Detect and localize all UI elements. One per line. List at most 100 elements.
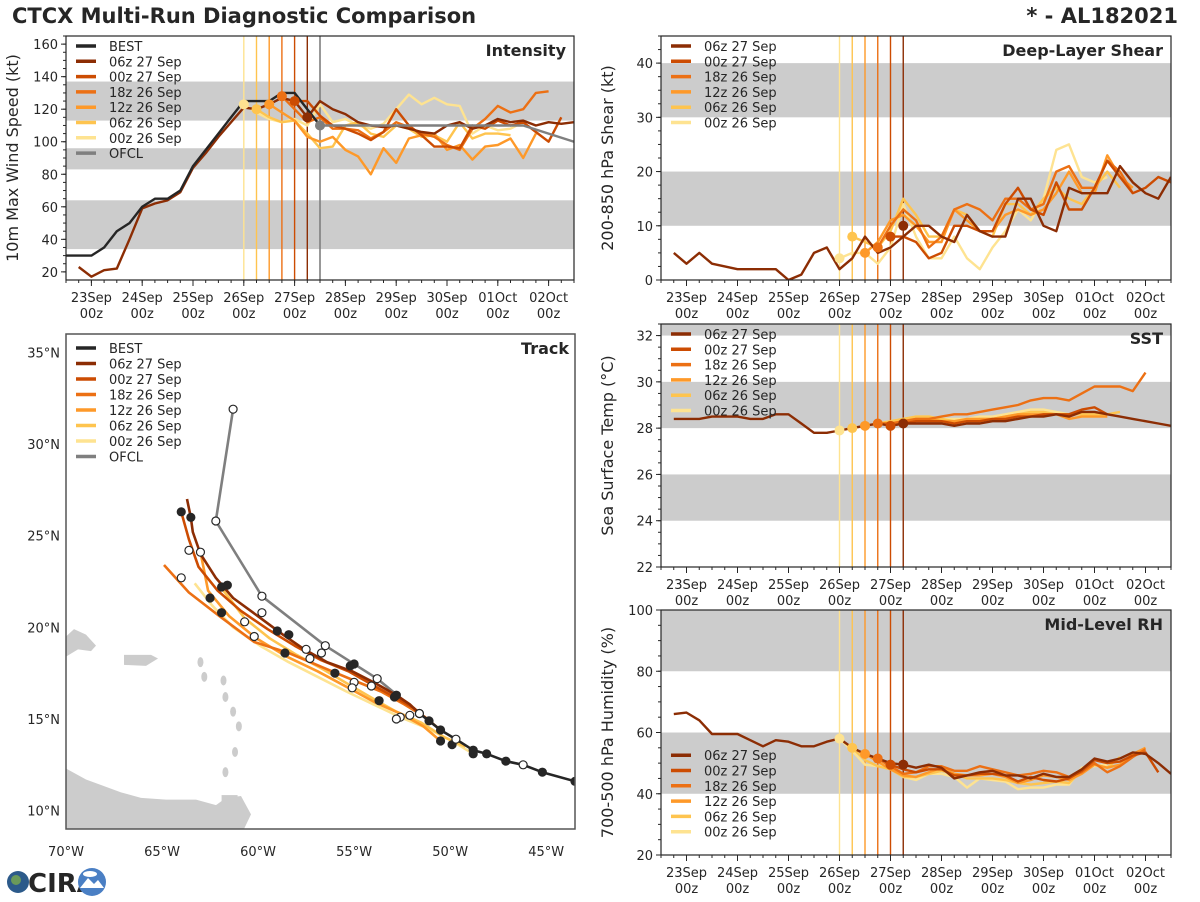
x-tick-label-date: 25Sep: [768, 291, 809, 306]
track-point-00z-27-sep: [272, 626, 282, 636]
track-point-06z-27-sep: [391, 690, 401, 700]
y-tick-label: 60: [41, 201, 58, 216]
x-tick-label-date: 01Oct: [1075, 291, 1114, 306]
x-tick-label-hour: 00z: [726, 594, 750, 609]
track-point-06z-27-sep: [186, 512, 196, 522]
legend-label: 06z 26 Sep: [109, 420, 182, 435]
track-point-12z-26-sep: [391, 714, 401, 724]
init-marker-06z-27-sep: [898, 220, 909, 231]
track-point-18z-26-sep: [176, 573, 186, 583]
lat-tick-label: 35°N: [27, 346, 60, 361]
lat-tick-label: 10°N: [27, 805, 60, 820]
lat-tick-label: 20°N: [27, 621, 60, 636]
threshold-band: [661, 63, 1171, 118]
legend-label: 06z 27 Sep: [109, 358, 182, 373]
legend-label: 18z 26 Sep: [704, 359, 777, 374]
init-marker-06z-26-sep: [251, 104, 262, 115]
series-line-18z-26-sep: [876, 159, 1134, 249]
series-line-00z-27-sep: [890, 751, 1160, 783]
x-tick-label-date: 26Sep: [819, 291, 860, 306]
series-line-18z-26-sep: [877, 371, 1147, 425]
rh-chart: 2040608010023Sep00z24Sep00z25Sep00z26Sep…: [598, 604, 1172, 897]
map-layer: [66, 404, 575, 829]
legend-label: 00z 27 Sep: [704, 765, 777, 780]
lon-tick-label: 60°W: [240, 845, 276, 860]
lon-tick-label: 70°W: [48, 845, 84, 860]
x-tick-label-date: 24Sep: [122, 291, 163, 306]
trinidad-land: [221, 795, 238, 808]
x-tick-label-date: 26Sep: [819, 866, 860, 881]
sst-chart: 22242628303223Sep00z24Sep00z25Sep00z26Se…: [598, 323, 1172, 609]
island-land: [201, 671, 208, 682]
legend-label: 00z 27 Sep: [109, 373, 182, 388]
island-land: [222, 767, 229, 778]
track-point-best: [414, 708, 425, 719]
x-tick-label-hour: 00z: [981, 882, 1005, 897]
x-tick-label-date: 01Oct: [1075, 578, 1114, 593]
island-land: [197, 657, 204, 668]
init-marker-06z-27-sep: [898, 759, 909, 770]
init-marker-18z-26-sep: [872, 242, 883, 253]
track-point-06z-27-sep: [284, 630, 294, 640]
track-point-12z-26-sep: [305, 653, 315, 664]
track-point-06z-27-sep: [345, 661, 355, 671]
x-tick-label-date: 30Sep: [1023, 578, 1064, 593]
init-marker-12z-26-sep: [860, 247, 870, 258]
legend-label: 00z 27 Sep: [704, 55, 777, 70]
x-tick-label-hour: 00z: [334, 307, 358, 322]
x-tick-label-date: 28Sep: [921, 866, 962, 881]
track-point-18z-26-sep: [374, 696, 384, 706]
x-tick-label-date: 27Sep: [274, 291, 315, 306]
x-tick-label-date: 23Sep: [71, 291, 112, 306]
legend-label: 06z 27 Sep: [109, 55, 182, 70]
storm-id: * - AL182021: [1026, 4, 1178, 28]
init-marker-18z-26-sep: [872, 753, 883, 764]
y-tick-label: 20: [636, 166, 653, 181]
x-tick-label-date: 29Sep: [972, 578, 1013, 593]
track-point-ofcl: [320, 641, 330, 651]
x-tick-label-hour: 00z: [486, 307, 510, 322]
x-tick-label-date: 27Sep: [870, 866, 911, 881]
threshold-band: [661, 171, 1171, 226]
legend-label: 12z 26 Sep: [704, 795, 777, 810]
track-point-00z-26-sep: [257, 608, 267, 618]
x-tick-label-hour: 00z: [930, 882, 954, 897]
x-tick-label-hour: 00z: [726, 882, 750, 897]
legend-label: 06z 26 Sep: [704, 389, 777, 404]
legend-label: 06z 26 Sep: [704, 101, 777, 116]
y-axis-label: 700-500 hPa Humidity (%): [598, 627, 617, 838]
map-frame: [65, 333, 576, 830]
x-tick-label-date: 25Sep: [172, 291, 213, 306]
x-tick-label-date: 28Sep: [921, 291, 962, 306]
track-line-06z-27-sep: [185, 498, 421, 715]
x-tick-label-date: 02Oct: [1126, 866, 1165, 881]
threshold-band: [661, 732, 1171, 794]
track-point-ofcl: [257, 591, 267, 601]
lon-tick-label: 50°W: [432, 845, 468, 860]
legend-label: BEST: [109, 40, 142, 55]
x-tick-label-hour: 00z: [828, 882, 852, 897]
y-tick-label: 80: [41, 168, 58, 183]
x-tick-label-date: 27Sep: [870, 578, 911, 593]
x-tick-label-hour: 00z: [930, 307, 954, 322]
shear-chart: 01020304023Sep00z24Sep00z25Sep00z26Sep00…: [598, 35, 1172, 322]
track-line-18z-26-sep: [163, 564, 442, 731]
init-marker-00z-27-sep: [289, 96, 300, 107]
legend-label: 00z 26 Sep: [109, 132, 182, 147]
threshold-band: [661, 610, 1171, 672]
x-tick-label-date: 23Sep: [666, 578, 707, 593]
legend-label: 06z 27 Sep: [704, 40, 777, 55]
track-point-best: [570, 776, 575, 786]
island-land: [230, 706, 237, 717]
x-tick-label-date: 28Sep: [325, 291, 366, 306]
track-point-best: [451, 734, 461, 744]
track-point-best: [468, 745, 478, 755]
init-marker-06z-26-sep: [847, 231, 858, 242]
lon-tick-label: 65°W: [144, 845, 180, 860]
x-tick-label-date: 02Oct: [1126, 578, 1165, 593]
lat-tick-label: 30°N: [27, 438, 60, 453]
track-point-best: [501, 756, 511, 766]
track-point-00z-27-sep: [176, 507, 186, 517]
y-tick-label: 30: [636, 111, 653, 126]
island-land: [222, 692, 229, 702]
